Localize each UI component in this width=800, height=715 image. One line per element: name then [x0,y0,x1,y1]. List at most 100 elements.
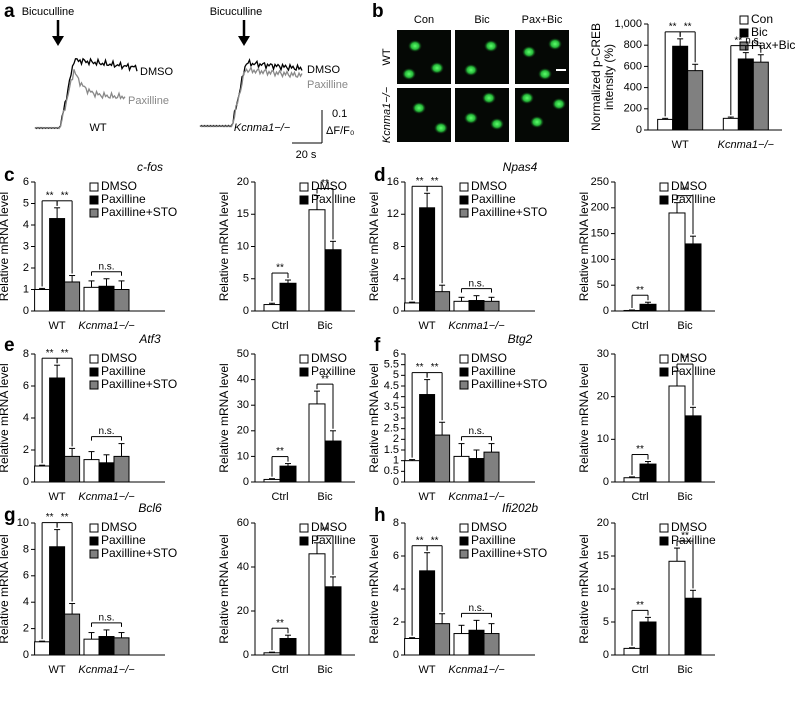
sig-label: n.s. [98,261,114,272]
y-tick-label: 20 [237,605,249,617]
y-tick-label: 250 [591,176,609,188]
x-tick-label: Kcnma1−/− [718,139,775,151]
y-tick-label: 5 [23,197,29,209]
sig-label: ** [416,176,424,187]
trace [199,65,303,128]
bar [434,434,451,483]
bar [324,440,342,483]
legend-swatch [89,523,99,533]
legend-swatch [299,536,309,546]
legend-label: Paxilline+STO [101,546,177,560]
y-tick-label: 3 [393,412,399,424]
image-row-label: Kcnma1−/− [381,86,393,143]
legend-swatch [659,536,669,546]
y-tick-label: 4 [23,412,29,424]
trace [199,58,303,128]
sig-label: ** [276,263,284,274]
y-tick-label: 4 [23,219,29,231]
legend-swatch [739,28,749,38]
bar [308,209,326,312]
x-tick-label: Ctrl [271,491,288,503]
bar [623,309,641,312]
bar [279,465,297,483]
bar [113,289,130,312]
y-tick-label: 0 [243,649,249,661]
x-tick-label: Bic [317,664,333,676]
legend-label: Paxilline+STO [101,205,177,219]
legend-label: Paxilline [471,533,516,547]
legend-label: DMSO [671,351,707,365]
x-tick-label: Kcnma1−/− [78,491,135,503]
legend-label: Paxilline+STO [471,205,547,219]
cell [552,98,566,110]
y-tick-label: 800 [624,39,642,51]
arrow-head [52,36,64,46]
bar [657,118,674,131]
legend-swatch [299,523,309,533]
y-tick-label: 2.5 [384,423,399,435]
x-tick-label: Bic [677,664,693,676]
legend-swatch [89,182,99,192]
bar [83,638,100,656]
y-axis-label: intensity (%) [602,44,616,110]
cell [430,62,444,74]
bar [49,377,66,483]
x-tick-label: Bic [317,320,333,332]
y-tick-label: 20 [597,391,609,403]
y-tick-label: 200 [591,202,609,214]
bar [64,455,81,483]
y-tick-label: 30 [237,399,249,411]
y-tick-label: 6 [23,380,29,392]
bar [684,243,702,312]
bar [419,394,436,483]
y-axis-label: Relative mRNA level [0,192,11,301]
scale-label: ΔF/F₀ [326,125,354,137]
sig-label: ** [61,190,69,201]
legend-swatch [659,182,669,192]
bar [279,282,297,312]
y-tick-label: 1 [23,283,29,295]
y-axis-label: Relative mRNA level [577,363,591,472]
legend-swatch [89,380,99,390]
legend-swatch [459,549,469,559]
sig-label: n.s. [98,426,114,437]
y-tick-label: 15 [237,208,249,220]
y-tick-label: 600 [624,60,642,72]
bar [83,459,100,483]
y-tick-label: 6 [23,176,29,188]
legend-label: Paxilline [671,533,716,547]
y-tick-label: 4 [393,273,399,285]
cell [482,92,496,104]
legend-swatch [89,549,99,559]
traces [34,57,303,130]
sig-label: ** [431,362,439,373]
bar [468,300,485,312]
y-tick-label: 0 [636,124,642,136]
panel-label: f [374,335,381,356]
bar [113,637,130,656]
sig-label: ** [276,446,284,457]
image-column-label: Pax+Bic [522,14,563,26]
cell [520,92,534,104]
y-tick-label: 0 [243,305,249,317]
scale-label: 0.1 [332,108,347,120]
trace-label: Paxilline [128,95,169,107]
bar [98,462,115,483]
y-axis-label: Relative mRNA level [577,192,591,301]
legend-swatch [739,15,749,25]
legend-label: Paxilline+STO [101,377,177,391]
legend-label: DMSO [671,520,707,534]
sig-label: n.s. [468,426,484,437]
bar [34,465,51,483]
bar [434,623,451,656]
y-tick-label: 6 [23,570,29,582]
legend-label: Paxilline [471,364,516,378]
legend-label: Paxilline+STO [471,546,547,560]
bar [468,458,485,483]
legend-label: DMSO [471,520,507,534]
bar [419,570,436,656]
x-tick-label: WT [419,664,436,676]
cell [434,122,448,134]
bar [483,451,500,483]
